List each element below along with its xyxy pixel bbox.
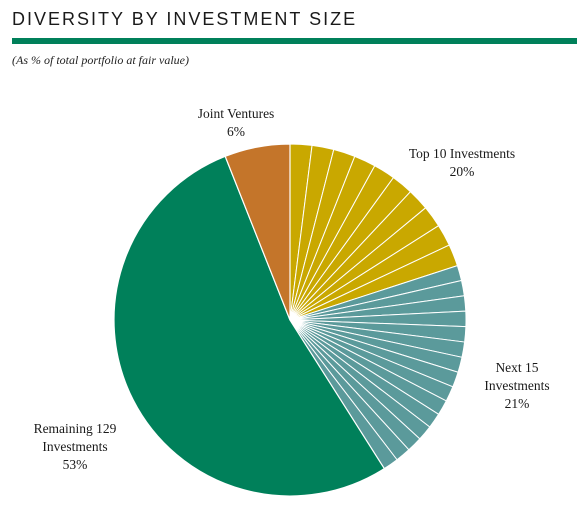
label-top-10: Top 10 Investments 20% <box>409 146 515 179</box>
slice-remaining-129-segment <box>113 155 385 497</box>
label-next-15: Next 15 Investments 21% <box>484 360 549 411</box>
slice-joint-ventures <box>224 143 291 321</box>
slice-remaining-129 <box>113 155 385 497</box>
label-remaining-129: Remaining 129 Investments 53% <box>34 421 117 472</box>
label-joint-ventures: Joint Ventures 6% <box>198 106 275 139</box>
title-rule <box>12 38 577 44</box>
pie-slices <box>113 143 467 497</box>
slice-next-15 <box>289 265 467 470</box>
chart-subtitle: (As % of total portfolio at fair value) <box>12 53 189 67</box>
chart-title: DIVERSITY BY INVESTMENT SIZE <box>12 9 358 29</box>
pie-labels: Top 10 Investments 20% Next 15 Investments 2… <box>34 106 550 472</box>
slice-joint-ventures-segment <box>224 143 291 321</box>
slice-top-10 <box>289 143 458 321</box>
